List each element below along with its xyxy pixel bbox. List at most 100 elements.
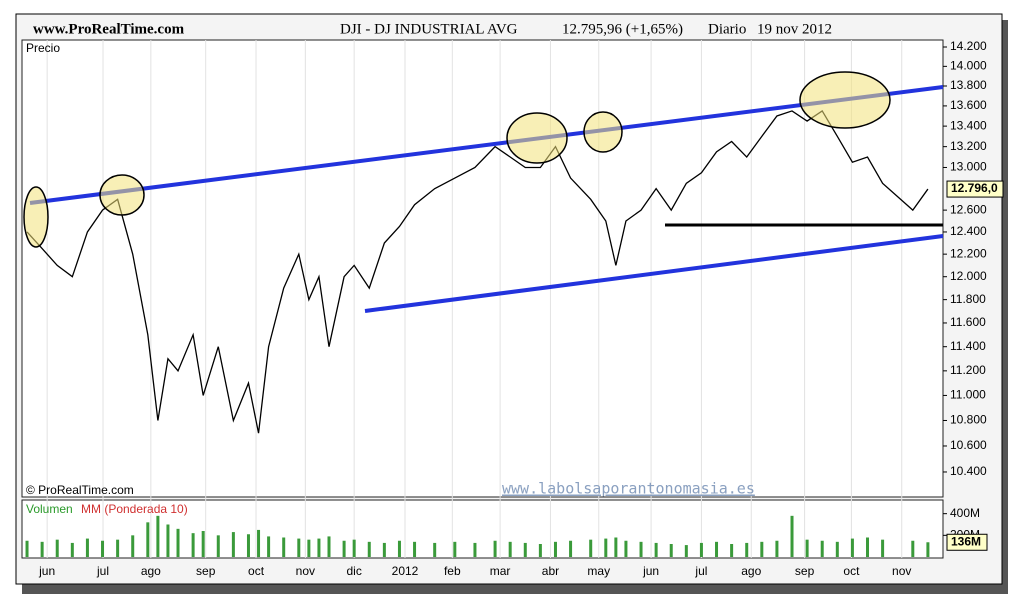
volume-bar [835, 541, 839, 557]
y-tick-label: 13.200 [950, 139, 987, 153]
y-tick-label: 14.200 [950, 39, 987, 53]
volume-bar [473, 542, 477, 557]
x-tick-label: jun [642, 564, 659, 578]
volume-bar [40, 541, 44, 557]
volume-bar [604, 538, 608, 557]
volume-bar [508, 541, 512, 557]
highlights [23, 71, 891, 248]
y-tick-label: 13.400 [950, 118, 987, 132]
x-tick-label: 2012 [392, 564, 419, 578]
volume-bar [433, 542, 437, 557]
volume-bar [926, 542, 930, 557]
x-tick-label: jul [96, 564, 109, 578]
highlight [799, 71, 891, 129]
volume-bar [191, 533, 195, 557]
volume-bar [70, 542, 74, 557]
volume-bar [267, 536, 271, 557]
volume-bar [614, 537, 618, 557]
x-tick-label: nov [296, 564, 315, 578]
last-value-label: 12.796,0 [951, 181, 998, 195]
volume-bar [745, 542, 749, 557]
y-tick-label: 11.600 [950, 315, 986, 329]
trendline-upper [29, 85, 944, 205]
instrument: DJI - DJ INDUSTRIAL AVG [340, 21, 518, 37]
volume-bar [569, 540, 573, 557]
volume-bar [805, 539, 809, 557]
y-tick-label: 11.200 [950, 363, 986, 377]
volume-bar [257, 529, 261, 557]
volume-bar [850, 538, 854, 557]
volume-title: Volumen [26, 502, 73, 516]
volume-bar [654, 542, 658, 557]
volume-bar [282, 537, 286, 557]
volume-bar [715, 541, 719, 557]
volume-bar [166, 524, 170, 557]
volume-bar [85, 538, 89, 557]
last-value-tag [946, 180, 1004, 198]
volume-bar [523, 542, 527, 557]
y-tick-label: 400M [950, 506, 980, 520]
highlight [23, 186, 49, 248]
volume-panel [21, 499, 944, 559]
y-tick-label: 11.800 [950, 292, 986, 306]
x-tick-label: jun [38, 564, 55, 578]
site: www.ProRealTime.com [33, 21, 185, 37]
highlight [583, 111, 623, 153]
volume-bar [382, 542, 386, 557]
y-tick-label: 13.800 [950, 78, 987, 92]
x-tick-label: sep [196, 564, 216, 578]
volume-bar [453, 541, 457, 557]
volume-bar [25, 540, 29, 557]
highlight [506, 112, 568, 164]
y-tick-label: 12.000 [950, 269, 987, 283]
volume-bar [307, 539, 311, 557]
y-tick-label: 10.800 [950, 413, 987, 427]
panel-title: Precio [26, 41, 60, 55]
volume-ma-label: MM (Ponderada 10) [81, 502, 188, 516]
volume-bar [669, 544, 673, 557]
last-value-tag [946, 533, 988, 551]
x-tick-label: nov [892, 564, 911, 578]
y-tick-label: 13.600 [950, 98, 987, 112]
last-value-label: 136M [951, 534, 981, 548]
volume-bar [820, 540, 824, 557]
volume-bar [589, 539, 593, 557]
volume-bar [201, 531, 205, 557]
x-tick-label: jul [694, 564, 707, 578]
quote: 12.795,96 (+1,65%) [562, 21, 683, 37]
x-tick-label: feb [444, 564, 461, 578]
x-tick-label: mar [490, 564, 511, 578]
volume-bar [327, 536, 331, 557]
volume-bar [413, 541, 417, 557]
volume-bar [881, 539, 885, 557]
highlight [99, 174, 145, 216]
volume-bar [775, 540, 779, 557]
volume-bar [342, 540, 346, 557]
volume-bar [146, 522, 150, 557]
volume-bar [317, 538, 321, 557]
volume-bar [866, 537, 870, 557]
y-tick-label: 10.600 [950, 438, 987, 452]
volume-bar [553, 541, 557, 557]
x-tick-label: oct [843, 564, 860, 578]
x-tick-label: may [587, 564, 610, 578]
volume-bar [156, 515, 160, 557]
volume-bar [101, 540, 105, 557]
price-line [26, 110, 929, 434]
y-tick-label: 10.400 [950, 464, 987, 478]
volume-bar [216, 535, 220, 557]
volume-bar [231, 532, 235, 557]
volume-bar [624, 540, 628, 557]
y-tick-label: 14.000 [950, 59, 987, 73]
x-tick-label: sep [795, 564, 815, 578]
y-tick-label: 12.600 [950, 202, 987, 216]
volume-bar [131, 535, 135, 557]
y-tick-label: 11.400 [950, 339, 986, 353]
x-tick-label: ago [141, 564, 161, 578]
y-tick-label: 12.200 [950, 246, 987, 260]
volume-bar [352, 539, 356, 557]
trendline-lower [364, 234, 944, 313]
y-tick-label: 12.400 [950, 224, 987, 238]
marks [25, 110, 930, 557]
